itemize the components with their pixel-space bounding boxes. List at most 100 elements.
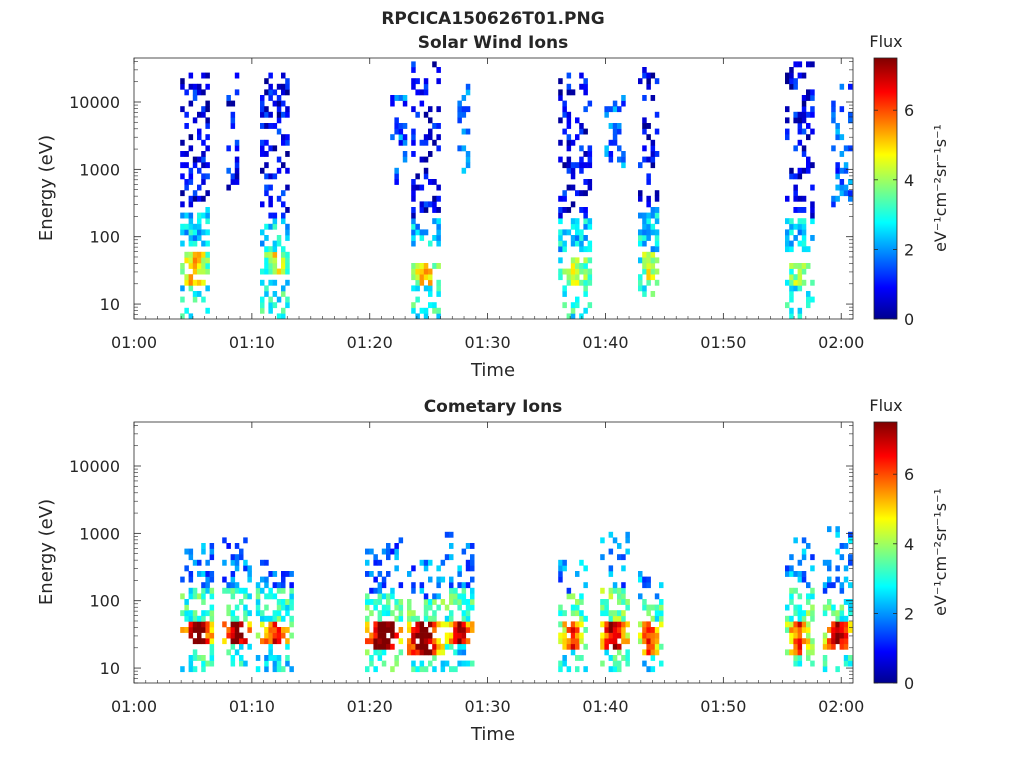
heatmap-cell [394, 615, 399, 622]
heatmap-cell [579, 268, 584, 275]
heatmap-cell [806, 543, 811, 549]
heatmap-cell [428, 615, 433, 622]
heatmap-cell [461, 593, 467, 600]
heatmap-cell [276, 240, 282, 247]
heatmap-cell [650, 95, 656, 101]
heatmap-cell [402, 151, 408, 157]
heatmap-cell [411, 649, 416, 656]
heatmap-cell [449, 643, 454, 650]
heatmap-cell [201, 593, 206, 600]
heatmap-cell [831, 610, 836, 617]
heatmap-cell [785, 279, 790, 286]
heatmap-cell [793, 610, 798, 617]
heatmap-cell [579, 162, 584, 169]
heatmap-cell [197, 184, 202, 191]
heatmap-cell [789, 627, 794, 633]
heatmap-cell [377, 571, 383, 577]
heatmap-cell [423, 666, 429, 673]
heatmap-cell [201, 263, 206, 269]
heatmap-cell [642, 251, 647, 258]
heatmap-cell [419, 638, 425, 645]
heatmap-cell [461, 548, 467, 555]
heatmap-cell [570, 223, 576, 230]
heatmap-cell [570, 610, 576, 617]
heatmap-cell [188, 229, 194, 236]
heatmap-cell [570, 89, 576, 96]
heatmap-cell [436, 285, 441, 292]
heatmap-cell [415, 173, 420, 180]
heatmap-cell [411, 190, 416, 197]
heatmap-cell [289, 621, 294, 628]
heatmap-cell [810, 184, 815, 191]
heatmap-cell [810, 235, 815, 241]
heatmap-cell [268, 268, 273, 275]
heatmap-cell [209, 548, 215, 555]
heatmap-cell [419, 660, 425, 667]
heatmap-cell [180, 666, 185, 673]
heatmap-cell [197, 218, 202, 225]
heatmap-cell [264, 251, 269, 258]
heatmap-cell [654, 279, 660, 286]
heatmap-cell [579, 229, 584, 236]
heatmap-cell [566, 145, 572, 152]
heatmap-cell [394, 117, 399, 124]
heatmap-cell [797, 576, 803, 583]
heatmap-cell [562, 291, 567, 297]
heatmap-cell [793, 83, 798, 90]
heatmap-cell [600, 610, 605, 617]
heatmap-cell [621, 156, 626, 163]
heatmap-cell [264, 139, 269, 146]
heatmap-cell [184, 229, 189, 236]
heatmap-cell [281, 627, 286, 633]
heatmap-cell [835, 565, 840, 572]
panel-solar-wind-ions: Solar Wind Ions 01:00 01:10 01:20 01:30 01:4… [36, 32, 950, 381]
heatmap-cell [646, 235, 651, 241]
heatmap-cell [827, 559, 832, 566]
x-tick-label: 01:20 [347, 697, 393, 716]
heatmap-cell [281, 83, 286, 90]
heatmap-cells [180, 61, 853, 319]
heatmap-cell [575, 257, 580, 264]
heatmap-cell [184, 223, 189, 230]
heatmap-cell [827, 599, 832, 605]
heatmap-cell [444, 554, 450, 561]
heatmap-cell [789, 621, 794, 628]
heatmap-cell [465, 151, 471, 157]
heatmap-cell [197, 593, 202, 600]
heatmap-cell [839, 638, 845, 645]
heatmap-cell [801, 95, 807, 101]
heatmap-cell [234, 156, 240, 163]
heatmap-cell [604, 604, 609, 611]
heatmap-cell [801, 610, 807, 617]
heatmap-cell [810, 111, 815, 118]
heatmap-cell [209, 604, 215, 611]
heatmap-cell [423, 268, 429, 275]
y-tick-label: 100 [89, 592, 120, 611]
heatmap-cell [272, 89, 278, 96]
heatmap-cell [566, 279, 572, 286]
heatmap-cell [604, 649, 609, 656]
heatmap-cell [428, 268, 433, 275]
heatmap-cell [234, 145, 240, 152]
heatmap-cell [797, 139, 803, 146]
heatmap-cell [617, 123, 622, 129]
heatmap-cell [201, 111, 206, 118]
heatmap-cell [205, 100, 210, 107]
heatmap-cell [209, 576, 215, 583]
heatmap-cell [411, 207, 416, 213]
heatmap-cell [453, 621, 458, 628]
heatmap-cell [612, 123, 618, 129]
heatmap-cell [831, 195, 836, 202]
heatmap-cell [835, 615, 840, 622]
heatmap-cell [272, 223, 278, 230]
heatmap-cell [583, 643, 588, 650]
heatmap-cell [600, 604, 605, 611]
heatmap-cell [419, 643, 425, 650]
heatmap-cell [276, 666, 282, 673]
heatmap-cell [276, 313, 282, 319]
heatmap-cell [793, 78, 798, 85]
heatmap-cell [428, 599, 433, 605]
heatmap-cell [806, 627, 811, 633]
heatmap-cell [423, 285, 429, 292]
heatmap-cell [785, 128, 790, 135]
